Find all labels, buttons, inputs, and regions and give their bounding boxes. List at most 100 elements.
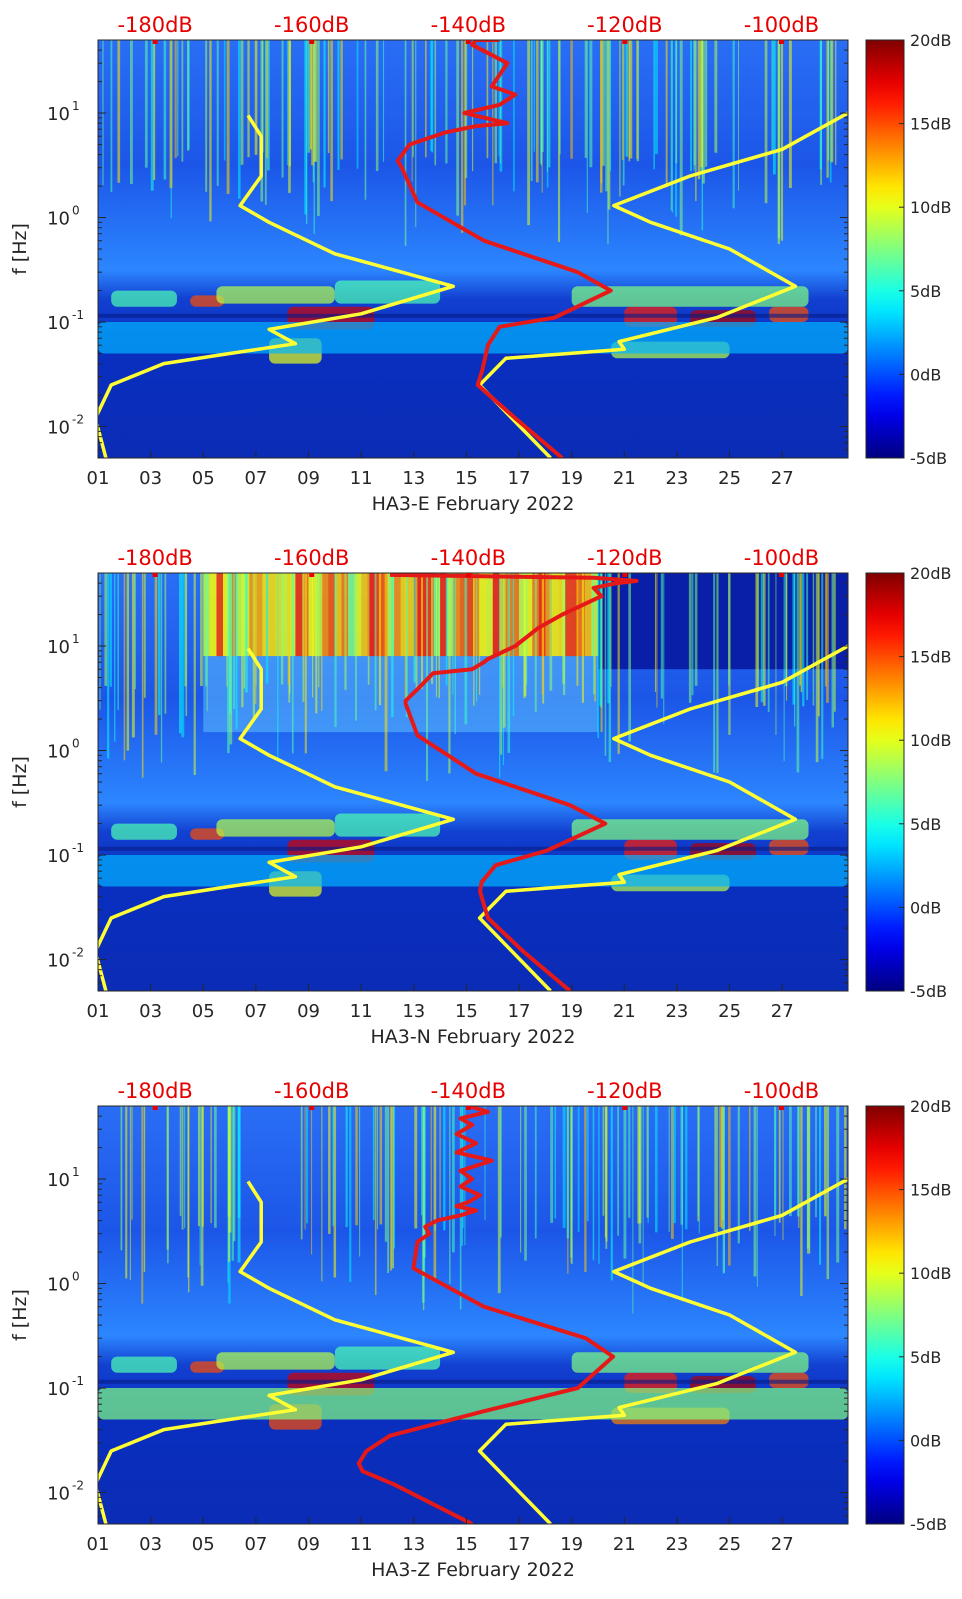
x-tick-label: 21 [613,468,636,489]
x-tick-label: 11 [350,468,373,489]
top-tick-label: -160dB [274,1079,349,1103]
y-tick-exponent: -2 [72,946,84,960]
x-tick-label: 23 [665,468,688,489]
x-tick-label: 05 [192,1534,215,1555]
spectrogram [98,40,848,458]
x-axis-label: HA3-Z February 2022 [371,1559,575,1581]
x-tick-label: 17 [508,1534,531,1555]
y-tick-exponent: 0 [72,737,80,751]
y-tick-label: 10 [47,104,70,125]
x-tick-label: 09 [297,1001,320,1022]
top-tick-label: -120dB [587,13,662,37]
x-tick-label: 07 [244,468,267,489]
x-tick-label: 03 [139,1534,162,1555]
colorbar-tick-label: 0dB [910,1431,941,1450]
y-tick-label: 10 [47,1379,70,1400]
colorbar: 20dB 15dB 10dB 5dB 0dB -5dB [865,31,952,468]
colorbar-tick-label: -5dB [910,1515,947,1534]
x-tick-label: 17 [508,1001,531,1022]
colorbar-tick-label: 5dB [910,1348,941,1367]
yellow-curve-1 [98,1180,456,1524]
y-tick-exponent: 1 [72,632,80,646]
x-tick-label: 19 [560,1001,583,1022]
top-tick-label: -100dB [744,1079,819,1103]
noise-model-curve [356,1106,616,1524]
x-tick-label: 05 [192,468,215,489]
x-tick-label: 15 [455,468,478,489]
y-axis-label: f [Hz] [9,1289,31,1341]
yellow-curve-1 [98,114,456,458]
x-tick-label: 13 [402,468,425,489]
y-tick-exponent: 1 [72,99,80,113]
y-tick-exponent: -1 [72,1374,84,1388]
top-tick-label: -120dB [587,546,662,570]
y-tick-exponent: -1 [72,308,84,322]
top-tick-label: -100dB [744,546,819,570]
y-tick-label: 10 [47,1275,70,1296]
noise-model-curve [395,40,613,458]
x-tick-label: 05 [192,1001,215,1022]
x-tick-label: 13 [402,1001,425,1022]
colorbar-tick-label: 5dB [910,815,941,834]
y-tick-exponent: 0 [72,204,80,218]
y-tick-label: 10 [47,951,70,972]
x-tick-label: 07 [244,1001,267,1022]
y-tick-label: 10 [47,209,70,230]
colorbar-tick-label: 0dB [910,365,941,384]
top-tick-label: -180dB [117,1079,192,1103]
y-tick-exponent: -2 [72,1479,84,1493]
y-tick-label: 10 [47,1170,70,1191]
x-tick-label: 09 [297,468,320,489]
x-tick-label: 11 [350,1534,373,1555]
x-tick-label: 15 [455,1534,478,1555]
y-tick-exponent: -1 [72,841,84,855]
y-tick-label: 10 [47,1484,70,1505]
x-axis-label: HA3-N February 2022 [370,1026,575,1048]
x-tick-label: 19 [560,1534,583,1555]
yellow-curve-2 [477,111,848,458]
colorbar-tick-label: 10dB [910,731,952,750]
x-tick-label: 01 [87,468,110,489]
top-tick-label: -100dB [744,13,819,37]
noise-model-curve [389,573,639,991]
x-tick-label: 25 [718,468,741,489]
top-tick-label: -180dB [117,546,192,570]
x-tick-label: 01 [87,1001,110,1022]
x-tick-label: 15 [455,1001,478,1022]
x-tick-label: 27 [771,1001,794,1022]
y-tick-exponent: -2 [72,413,84,427]
x-tick-label: 11 [350,1001,373,1022]
x-tick-label: 01 [87,1534,110,1555]
y-tick-exponent: 0 [72,1270,80,1284]
y-tick-label: 10 [47,418,70,439]
x-tick-label: 23 [665,1534,688,1555]
x-axis-label: HA3-E February 2022 [372,493,575,515]
colorbar-tick-label: 15dB [910,115,952,134]
colorbar-tick-label: -5dB [910,449,947,468]
x-tick-label: 07 [244,1534,267,1555]
colorbar-tick-label: 0dB [910,898,941,917]
colorbar: 20dB 15dB 10dB 5dB 0dB -5dB [865,564,952,1001]
colorbar-tick-label: 15dB [910,1181,952,1200]
spectrogram [98,573,848,991]
x-tick-label: 25 [718,1001,741,1022]
x-tick-label: 27 [771,468,794,489]
x-tick-label: 23 [665,1001,688,1022]
x-tick-label: 19 [560,468,583,489]
colorbar-tick-label: 20dB [910,1097,952,1116]
colorbar-tick-label: 10dB [910,198,952,217]
yellow-curve-2 [477,1177,848,1524]
colorbar-tick-label: 15dB [910,648,952,667]
y-tick-label: 10 [47,846,70,867]
y-tick-label: 10 [47,742,70,763]
top-tick-label: -140dB [431,13,506,37]
x-tick-label: 03 [139,1001,162,1022]
y-axis-label: f [Hz] [9,223,31,275]
top-tick-label: -140dB [431,546,506,570]
spectrogram [98,1106,848,1524]
colorbar-tick-label: 20dB [910,31,952,50]
